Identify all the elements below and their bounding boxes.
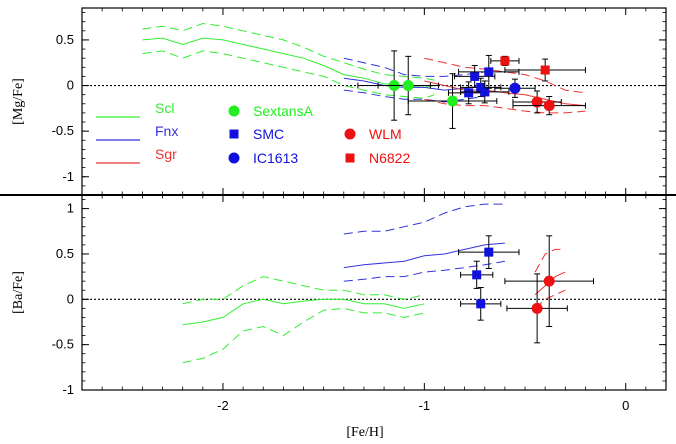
y-tick-label: 0 (67, 78, 74, 93)
legend-label-fnx: Fnx (155, 123, 178, 139)
legend-label-n6822: N6822 (369, 150, 410, 166)
x-tick-label: 0 (622, 398, 629, 413)
mg-fe-panel: 0.5 0 -0.5 -1 [Mg/Fe] (0, 7, 676, 196)
legend-label-ic1613: IC1613 (253, 150, 298, 166)
y-tick-label: 0.5 (56, 246, 74, 261)
band-upper-fnx (343, 57, 485, 77)
band-lower-scl (142, 50, 435, 99)
y-tick-label: 1 (67, 201, 74, 216)
data-point-smc (472, 270, 482, 280)
y-tick-label: -0.5 (52, 123, 74, 138)
band-lower-fnx (343, 89, 485, 103)
data-point-smc (476, 299, 486, 309)
band-mean-scl (142, 37, 435, 88)
legend-label-sextansa: SextansA (253, 103, 314, 119)
legend-marker-n6822 (345, 153, 355, 163)
legend-label-wlm: WLM (369, 126, 402, 142)
data-point-ic1613 (509, 82, 521, 94)
y-tick-label: 0.5 (56, 32, 74, 47)
band-mean-fnx (343, 77, 485, 91)
x-tick-label: -1 (419, 398, 431, 413)
band-lower-scl (182, 307, 425, 364)
data-point-wlm (531, 302, 543, 314)
data-point-smc (480, 87, 490, 97)
legend-label-smc: SMC (253, 126, 284, 142)
band-mean-scl (182, 298, 425, 326)
y-tick-label: -1 (62, 169, 74, 184)
data-point-smc (470, 71, 480, 81)
legend-label-sgr: Sgr (155, 146, 177, 162)
band-upper-scl (142, 22, 435, 81)
band-mean-fnx (343, 242, 505, 269)
legend-label-scl: Scl (155, 100, 174, 116)
data-point-wlm (531, 96, 543, 108)
legend: Scl Fnx Sgr SextansA SMC IC1613 WLM N6822 (96, 100, 410, 166)
y-tick-label: -0.5 (52, 337, 74, 352)
x-tick-label: -2 (217, 398, 229, 413)
legend-marker-smc (229, 129, 239, 139)
y-tick-label: 0 (67, 291, 74, 306)
data-point-smc (484, 67, 494, 77)
legend-marker-wlm (344, 128, 356, 140)
band-upper-fnx (343, 203, 505, 235)
data-point-sextansa (402, 80, 414, 92)
band-upper-sgr (534, 248, 566, 273)
data-point-smc (464, 88, 474, 98)
data-point-n6822 (500, 56, 510, 66)
data-point-sextansa (447, 95, 459, 107)
data-point-smc (484, 247, 494, 257)
data-point-wlm (543, 275, 555, 287)
data-point-wlm (543, 100, 555, 112)
band-upper-scl (182, 276, 425, 305)
ba-fe-panel: 1 0.5 0 -0.5 -1 [Ba/Fe] -2 -1 0 (11, 194, 667, 413)
legend-marker-sextansa (228, 105, 240, 117)
plot-frame (81, 194, 667, 391)
y-axis-label: [Mg/Fe] (11, 78, 26, 125)
y-tick-label: -1 (62, 382, 74, 397)
x-axis-label: [Fe/H] (346, 425, 383, 440)
data-point-smc (476, 82, 486, 92)
legend-marker-ic1613 (228, 152, 240, 164)
data-point-n6822 (540, 65, 550, 75)
y-axis-label: [Ba/Fe] (11, 271, 26, 314)
